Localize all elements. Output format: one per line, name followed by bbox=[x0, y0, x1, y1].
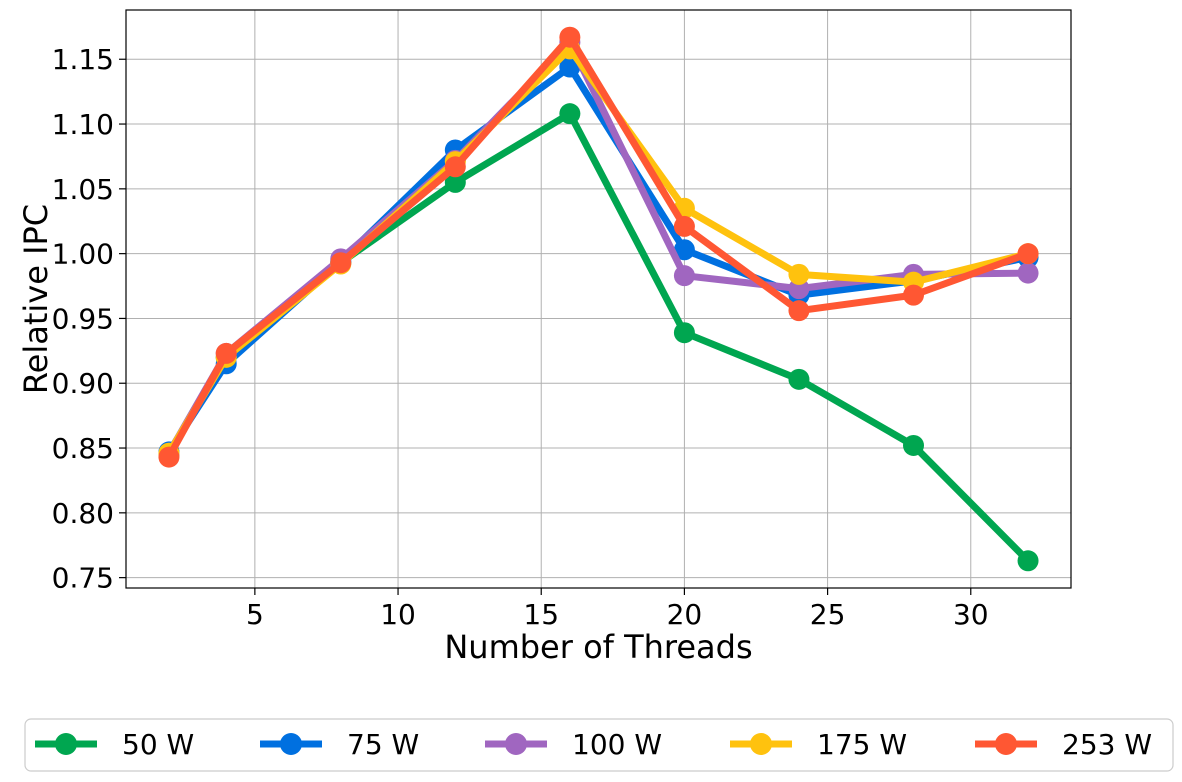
y-tick-label: 1.05 bbox=[52, 173, 114, 206]
legend-label: 75 W bbox=[347, 728, 419, 761]
x-axis-ticks: 5 10 15 20 25 30 bbox=[246, 588, 989, 631]
legend-item: 100 W bbox=[485, 728, 662, 761]
data-point bbox=[1017, 262, 1039, 284]
data-point bbox=[673, 215, 695, 237]
y-tick-label: 0.85 bbox=[52, 432, 114, 465]
grid-lines bbox=[126, 10, 1071, 588]
legend-label: 100 W bbox=[572, 728, 662, 761]
series-50w bbox=[158, 103, 1039, 572]
data-point bbox=[788, 263, 810, 285]
series-line bbox=[166, 63, 1029, 454]
x-tick-label: 20 bbox=[667, 598, 703, 631]
series-line bbox=[165, 38, 1029, 455]
legend-item: 253 W bbox=[975, 728, 1152, 761]
y-tick-label: 0.75 bbox=[52, 562, 114, 595]
x-tick-label: 15 bbox=[523, 598, 559, 631]
x-tick-label: 10 bbox=[380, 598, 416, 631]
data-point bbox=[1017, 550, 1039, 572]
legend-swatch-marker bbox=[280, 733, 302, 755]
y-tick-label: 0.90 bbox=[52, 367, 114, 400]
legend-swatch-marker bbox=[750, 733, 772, 755]
legend-label: 253 W bbox=[1062, 728, 1152, 761]
x-tick-label: 5 bbox=[246, 598, 264, 631]
legend-swatch-marker bbox=[505, 733, 527, 755]
legend: 50 W 75 W 100 W 175 W 253 W bbox=[24, 718, 1174, 772]
data-point bbox=[559, 103, 581, 125]
data-point bbox=[673, 265, 695, 287]
x-tick-label: 30 bbox=[953, 598, 989, 631]
y-tick-label: 1.15 bbox=[52, 43, 114, 76]
data-point bbox=[559, 26, 581, 48]
legend-item: 50 W bbox=[35, 728, 194, 761]
legend-label: 50 W bbox=[122, 728, 194, 761]
y-axis-ticks: 0.75 0.80 0.85 0.90 0.95 1.00 1.05 1.10 1.15 bbox=[52, 43, 126, 595]
x-tick-label: 25 bbox=[810, 598, 846, 631]
legend-item: 175 W bbox=[730, 728, 907, 761]
legend-box bbox=[24, 718, 1174, 772]
data-point bbox=[444, 171, 466, 193]
legend-label: 175 W bbox=[817, 728, 907, 761]
data-point bbox=[903, 284, 924, 306]
data-point bbox=[673, 239, 695, 261]
legend-item: 75 W bbox=[260, 728, 419, 761]
y-tick-label: 0.80 bbox=[52, 497, 114, 530]
series-253w bbox=[158, 26, 1039, 468]
data-point bbox=[673, 322, 695, 344]
y-tick-label: 0.95 bbox=[52, 302, 114, 335]
data-point bbox=[903, 434, 924, 456]
x-axis-label: Number of Threads bbox=[444, 628, 752, 666]
data-point bbox=[1017, 243, 1039, 265]
series-75w bbox=[158, 56, 1039, 463]
legend-swatch-marker bbox=[55, 733, 77, 755]
data-point bbox=[215, 342, 237, 364]
plot-frame bbox=[125, 9, 1072, 589]
legend-swatch-marker bbox=[995, 733, 1017, 755]
series-100w bbox=[158, 31, 1039, 464]
series-layer bbox=[158, 26, 1039, 572]
data-point bbox=[788, 368, 810, 390]
y-tick-label: 1.10 bbox=[52, 108, 114, 141]
series-line bbox=[165, 110, 1031, 564]
data-point bbox=[444, 156, 466, 178]
y-tick-label: 1.00 bbox=[52, 238, 114, 271]
data-point bbox=[330, 252, 352, 274]
data-point bbox=[158, 446, 180, 468]
y-axis-label: Relative IPC bbox=[17, 204, 55, 394]
data-point bbox=[788, 300, 810, 322]
